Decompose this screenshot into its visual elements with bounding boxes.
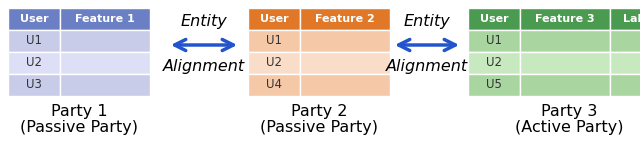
Bar [520,30,610,52]
Text: (Passive Party): (Passive Party) [20,120,138,135]
Text: Feature 1: Feature 1 [75,14,135,24]
Bar [60,74,150,96]
Bar [468,30,520,52]
Bar [520,74,610,96]
Text: U4: U4 [266,78,282,91]
Text: Feature 2: Feature 2 [315,14,375,24]
Text: Party 3: Party 3 [541,104,597,119]
Text: Feature 3: Feature 3 [535,14,595,24]
Bar [8,52,60,74]
Bar [8,74,60,96]
Text: User: User [20,14,48,24]
Text: Party 1: Party 1 [51,104,108,119]
Text: Entity: Entity [404,14,451,29]
Text: U2: U2 [486,56,502,69]
Text: (Passive Party): (Passive Party) [260,120,378,135]
Bar [60,52,150,74]
Text: Alignment: Alignment [386,59,468,74]
Bar [468,52,520,74]
Bar [8,30,60,52]
Bar [610,30,640,52]
Text: U5: U5 [486,78,502,91]
Text: U1: U1 [26,34,42,47]
Text: U3: U3 [26,78,42,91]
Bar [300,52,390,74]
Text: Party 2: Party 2 [291,104,348,119]
Bar [248,8,300,30]
Text: Alignment: Alignment [163,59,245,74]
Bar [248,52,300,74]
Bar [610,74,640,96]
Text: Label: Label [623,14,640,24]
Bar [8,8,60,30]
Text: User: User [480,14,508,24]
Bar [468,74,520,96]
Text: Entity: Entity [180,14,227,29]
Bar [300,8,390,30]
Bar [300,30,390,52]
Text: U2: U2 [26,56,42,69]
Bar [300,74,390,96]
Text: User: User [260,14,288,24]
Bar [248,30,300,52]
Bar [60,8,150,30]
Bar [248,74,300,96]
Text: U1: U1 [486,34,502,47]
Bar [60,30,150,52]
Text: U1: U1 [266,34,282,47]
Bar [610,52,640,74]
Text: (Active Party): (Active Party) [515,120,623,135]
Bar [610,8,640,30]
Bar [520,52,610,74]
Text: U2: U2 [266,56,282,69]
Bar [468,8,520,30]
Bar [520,8,610,30]
